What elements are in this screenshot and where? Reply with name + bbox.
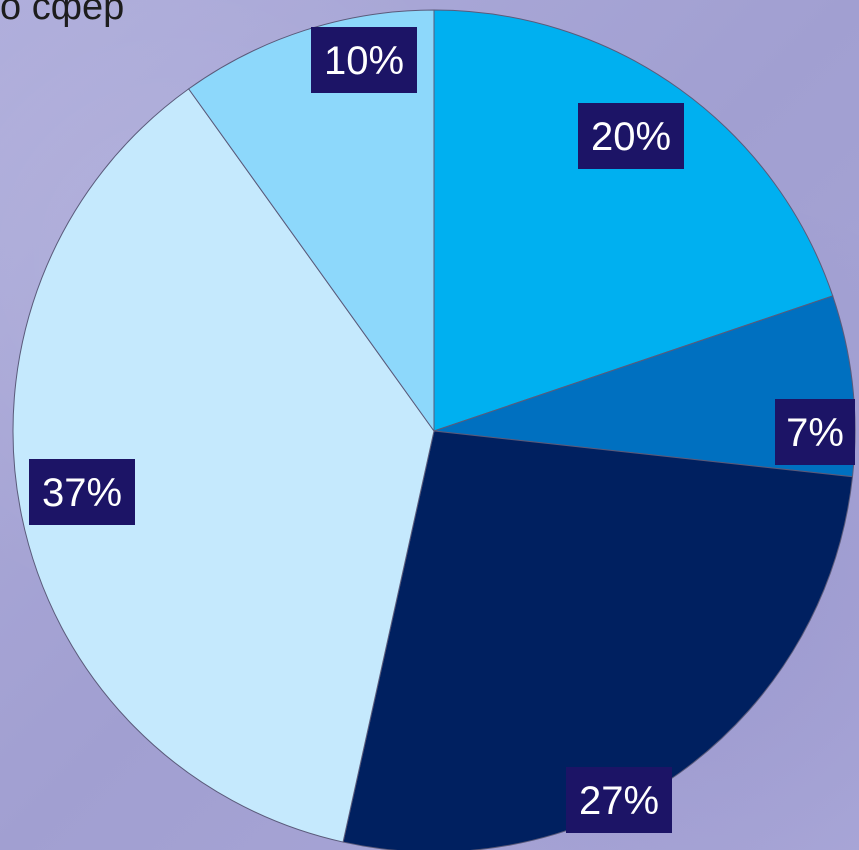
slice-label-text-3: 27% (579, 779, 659, 823)
slice-label-3: 27% (566, 767, 672, 833)
slice-label-2: 7% (775, 399, 855, 465)
slice-label-text-5: 10% (324, 39, 404, 83)
slice-label-box-4 (29, 459, 135, 525)
slice-label-text-2: 7% (786, 411, 844, 455)
header-partial-text: о сфер (0, 0, 125, 28)
pie-slices (12, 9, 856, 850)
pie-labels: 20% 7% 27% 37% 10% (29, 27, 855, 833)
slice-label-4: 37% (29, 459, 135, 525)
pie-slice-3 (342, 430, 854, 850)
pie-slice-5 (187, 9, 435, 433)
slice-label-box-3 (566, 767, 672, 833)
pie-slice-2 (433, 295, 856, 478)
slice-label-text-1: 20% (591, 115, 671, 159)
slice-label-5: 10% (311, 27, 417, 93)
pie-slice-4 (12, 88, 435, 843)
slice-label-box-1 (578, 103, 684, 169)
pie-slice-1 (433, 9, 834, 432)
slice-label-box-5 (311, 27, 417, 93)
slice-label-text-4: 37% (42, 471, 122, 515)
slice-label-box-2 (775, 399, 855, 465)
slice-label-1: 20% (578, 103, 684, 169)
